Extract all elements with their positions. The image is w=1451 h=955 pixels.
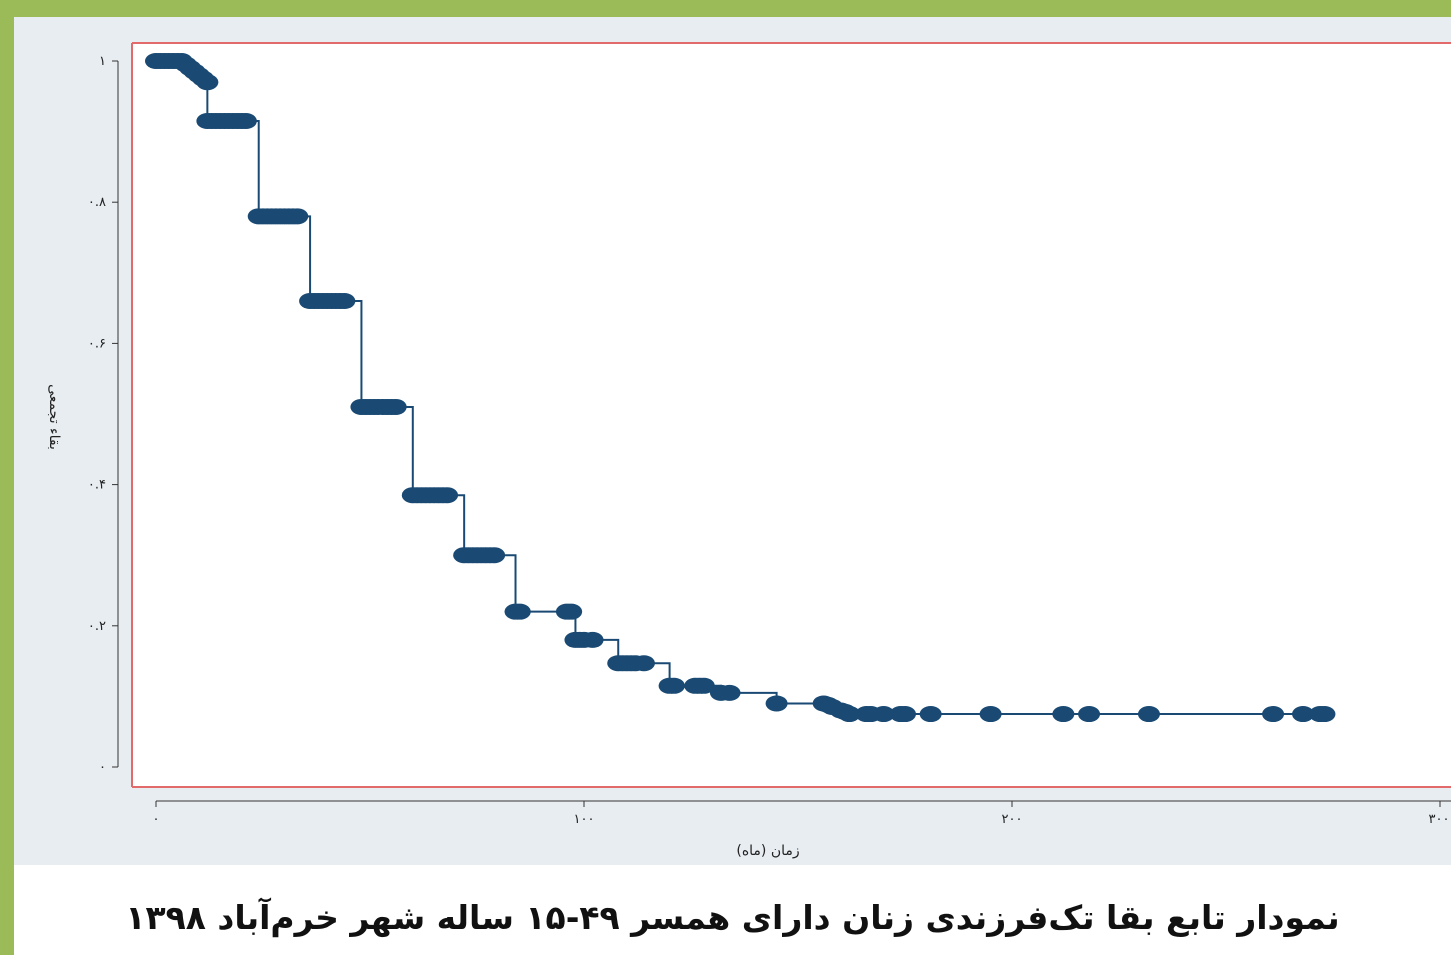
- data-point: [436, 487, 459, 504]
- data-point: [1078, 706, 1101, 723]
- x-tick-label: ۲۰۰: [1002, 812, 1023, 827]
- data-point: [1262, 706, 1285, 723]
- data-point: [384, 398, 407, 415]
- survival-chart: ۰ ۰.۲ ۰.۴ ۰.۶ ۰.۸ ۱ ۰ ۱۰۰ ۲۰۰ ۳۰۰ زمان (ماه) بقاء…: [46, 42, 1451, 859]
- data-point: [1137, 706, 1160, 723]
- data-point: [581, 631, 604, 648]
- tick-layer: ۰ ۰.۲ ۰.۴ ۰.۶ ۰.۸ ۱ ۰ ۱۰۰ ۲۰۰ ۳۰۰: [88, 54, 1451, 827]
- data-point: [286, 208, 309, 225]
- data-point: [234, 113, 257, 130]
- data-point: [483, 547, 506, 564]
- data-point: [560, 603, 583, 620]
- y-tick-label: ۱: [99, 54, 106, 69]
- y-tick-label: ۰.۸: [88, 195, 106, 210]
- data-point: [872, 706, 895, 723]
- data-point: [765, 695, 788, 712]
- y-tick-label: ۰.۶: [88, 336, 106, 351]
- figure-frame: ۰ ۰.۲ ۰.۴ ۰.۶ ۰.۸ ۱ ۰ ۱۰۰ ۲۰۰ ۳۰۰ زمان (ماه) بقاء…: [14, 17, 1451, 955]
- plot-frame-layer: [131, 42, 1451, 788]
- x-axis-label: زمان (ماه): [736, 843, 799, 859]
- series-point-layer: [145, 53, 1336, 723]
- data-point: [1052, 706, 1075, 723]
- data-point: [1313, 706, 1336, 723]
- x-tick-label: ۰: [153, 812, 160, 827]
- y-axis-label: بقاء تجمعی: [46, 384, 62, 450]
- data-point: [894, 706, 916, 723]
- data-point: [838, 706, 861, 723]
- data-point: [508, 603, 531, 620]
- data-point: [632, 655, 655, 672]
- data-point: [692, 677, 715, 694]
- chart-caption: نمودار تابع بقا تک‌فرزندی زنان دارای همس…: [125, 897, 1340, 937]
- data-point: [196, 74, 219, 91]
- x-tick-label: ۳۰۰: [1429, 812, 1450, 827]
- data-point: [662, 677, 685, 694]
- y-tick-label: ۰: [99, 760, 106, 775]
- data-point: [979, 706, 1002, 723]
- data-point: [333, 293, 356, 310]
- data-point: [919, 706, 942, 723]
- y-tick-label: ۰.۲: [88, 619, 106, 634]
- data-point: [718, 684, 741, 701]
- y-tick-label: ۰.۴: [88, 478, 106, 493]
- x-tick-label: ۱۰۰: [574, 812, 595, 827]
- plot-region: [132, 43, 1451, 787]
- data-point: [1292, 706, 1315, 723]
